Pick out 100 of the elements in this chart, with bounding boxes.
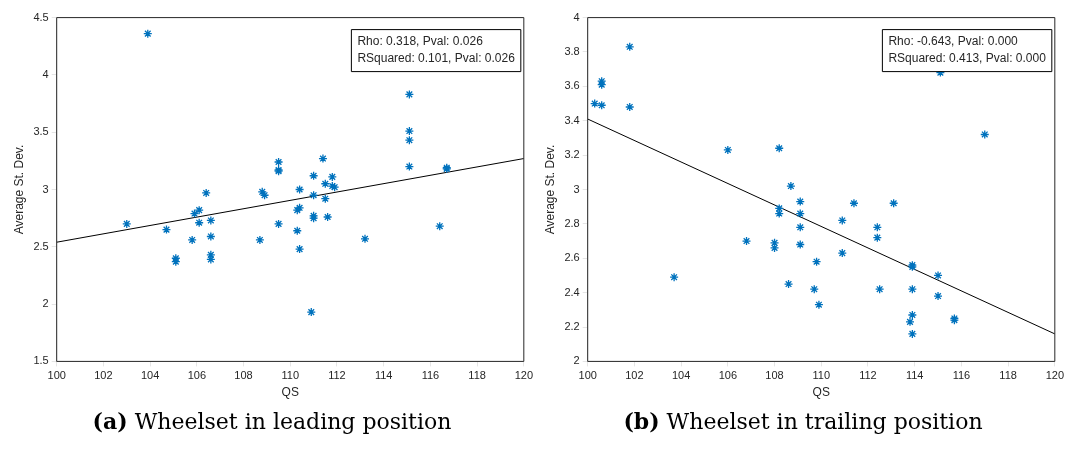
point — [933, 291, 943, 301]
annotation: RSquared: 0.413, Pval: 0.000 — [888, 50, 1047, 65]
point — [590, 98, 600, 109]
x-tick-label: 100 — [578, 369, 597, 382]
x-tick-label: 112 — [328, 369, 346, 382]
point — [143, 28, 153, 39]
y-tick-label: 1.5 — [33, 354, 49, 367]
x-tick-label: 114 — [905, 369, 924, 382]
point — [907, 329, 917, 339]
y-tick-label: 4 — [573, 10, 580, 23]
y-tick-label: 3.8 — [564, 45, 580, 58]
x-tick-label: 104 — [671, 369, 691, 382]
point — [294, 184, 305, 195]
y-tick-label: 3 — [573, 182, 580, 195]
point — [404, 135, 415, 145]
point — [187, 235, 197, 245]
point — [308, 190, 319, 200]
point — [933, 270, 943, 281]
x-tick-label: 116 — [952, 369, 971, 382]
point — [404, 161, 415, 172]
point — [907, 284, 917, 294]
point — [872, 232, 882, 243]
x-tick-label: 108 — [234, 369, 253, 382]
x-tick-label: 106 — [187, 369, 207, 382]
point — [741, 236, 752, 246]
x-tick-label: 100 — [47, 369, 66, 382]
point — [723, 145, 733, 155]
x-tick-label: 102 — [625, 369, 644, 382]
point — [809, 284, 819, 294]
annotation: Rho: -0.643, Pval: 0.000 — [888, 33, 1019, 48]
x-tick-label: 102 — [94, 369, 113, 382]
point — [814, 300, 824, 310]
point — [318, 153, 328, 164]
point — [811, 257, 822, 267]
x-tick-label: 108 — [765, 369, 784, 382]
y-tick-label: 2.4 — [564, 285, 580, 298]
y-tick-label: 4 — [42, 67, 49, 80]
point — [669, 272, 679, 282]
point — [837, 215, 847, 226]
point — [273, 219, 284, 229]
point — [795, 222, 805, 232]
y-axis-title: Average St. Dev. — [11, 144, 26, 235]
point — [308, 171, 319, 181]
y-tick-label: 3.4 — [564, 113, 580, 126]
point — [625, 42, 635, 52]
text: (a) Wheelset in leading position — [92, 408, 452, 434]
x-tick-label: 110 — [812, 369, 831, 382]
x-axis-title: QS — [812, 385, 830, 400]
x-tick-label: 120 — [1045, 369, 1064, 382]
point — [783, 279, 794, 289]
point — [980, 129, 990, 140]
point — [189, 208, 200, 219]
point — [907, 310, 917, 320]
x-tick-label: 118 — [468, 369, 486, 382]
point — [194, 205, 204, 215]
point — [875, 284, 885, 294]
point — [786, 181, 796, 191]
point — [327, 172, 337, 182]
point — [597, 100, 607, 110]
annotation: Rho: 0.318, Pval: 0.026 — [357, 33, 484, 48]
point — [122, 219, 132, 229]
point — [404, 89, 415, 100]
point — [849, 198, 859, 208]
y-tick-label: 2.2 — [564, 320, 580, 333]
x-tick-label: 114 — [374, 369, 393, 382]
point — [206, 215, 216, 226]
point — [306, 307, 316, 317]
point — [360, 234, 370, 244]
point — [837, 248, 847, 258]
point — [404, 126, 415, 136]
y-tick-label: 2 — [573, 354, 580, 367]
y-tick-label: 3 — [42, 182, 49, 195]
point — [201, 188, 211, 198]
annotation: RSquared: 0.101, Pval: 0.026 — [357, 50, 516, 65]
y-tick-label: 3.5 — [33, 125, 49, 138]
y-tick-label: 2.8 — [564, 216, 580, 229]
point — [320, 179, 330, 189]
point — [194, 218, 204, 228]
point — [872, 222, 882, 232]
point — [795, 196, 805, 207]
point — [774, 143, 784, 153]
y-tick-label: 4.5 — [33, 10, 49, 23]
x-tick-label: 120 — [514, 369, 533, 382]
point — [889, 198, 899, 208]
point — [905, 317, 915, 327]
point — [206, 231, 216, 242]
point — [292, 226, 302, 236]
point — [255, 235, 265, 245]
point — [322, 212, 333, 222]
x-tick-label: 104 — [140, 369, 160, 382]
y-tick-label: 2 — [42, 297, 49, 310]
x-tick-label: 118 — [999, 369, 1017, 382]
x-tick-label: 106 — [718, 369, 738, 382]
y-tick-label: 2.5 — [33, 239, 49, 252]
text: (b) Wheelset in trailing position — [623, 408, 983, 434]
x-axis-title: QS — [281, 385, 299, 400]
point — [625, 102, 635, 112]
y-tick-label: 2.6 — [564, 251, 580, 264]
x-tick-label: 112 — [859, 369, 877, 382]
point — [795, 208, 805, 219]
